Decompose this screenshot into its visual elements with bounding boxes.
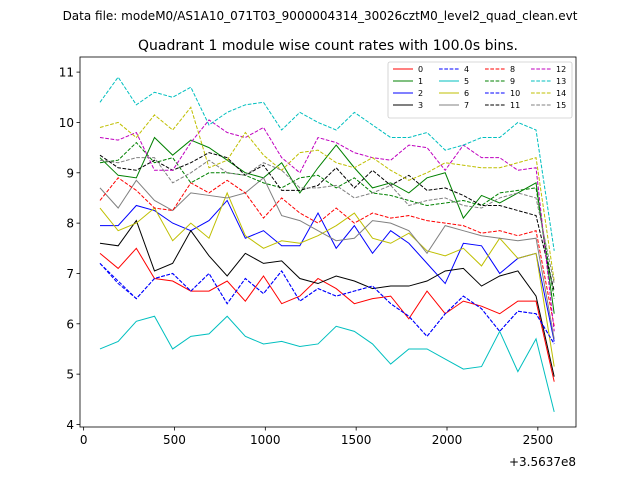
series-line-7 (99, 177, 555, 339)
x-tick-label: 1500 (341, 433, 372, 447)
legend-label-1: 1 (418, 77, 423, 86)
legend-label-2: 2 (418, 89, 423, 98)
legend-label-9: 9 (510, 77, 515, 86)
legend-label-6: 6 (464, 89, 469, 98)
legend-label-5: 5 (464, 77, 469, 86)
series-line-3 (99, 219, 555, 377)
legend-label-0: 0 (418, 65, 423, 74)
chart-suptitle: Data file: modeM0/AS1A10_071T03_90000043… (63, 9, 578, 23)
legend-label-7: 7 (464, 101, 469, 110)
series-line-5 (99, 315, 555, 413)
x-axis-offset-label: +3.5637e8 (509, 455, 576, 469)
series-line-11 (99, 152, 555, 292)
y-tick-label: 7 (66, 267, 74, 281)
legend-box (387, 61, 573, 119)
y-tick-label: 6 (66, 317, 74, 331)
legend-label-3: 3 (418, 101, 423, 110)
series-line-14 (99, 106, 555, 282)
legend-label-12: 12 (556, 65, 566, 74)
axes-frame (79, 56, 577, 428)
legend-label-14: 14 (556, 89, 566, 98)
x-tick-label: 500 (163, 433, 186, 447)
legend-label-10: 10 (510, 89, 520, 98)
x-tick-label: 2000 (432, 433, 463, 447)
series-layer (99, 76, 555, 413)
x-tick-label: 0 (80, 433, 88, 447)
x-tick-label: 1000 (250, 433, 281, 447)
series-line-6 (99, 191, 555, 367)
series-line-10 (99, 263, 555, 345)
y-tick-label: 10 (59, 116, 74, 130)
legend-label-13: 13 (556, 77, 566, 86)
series-line-0 (99, 247, 555, 382)
y-tick-label: 5 (66, 368, 74, 382)
series-line-9 (99, 141, 555, 299)
y-tick-label: 8 (66, 217, 74, 231)
legend-label-4: 4 (464, 65, 469, 74)
legend-label-8: 8 (510, 65, 515, 74)
series-line-13 (99, 76, 555, 251)
y-tick-label: 11 (59, 66, 74, 80)
y-tick-label: 9 (66, 166, 74, 180)
legend-label-11: 11 (510, 101, 520, 110)
chart-title: Quadrant 1 module wise count rates with … (138, 38, 518, 54)
legend-label-15: 15 (556, 101, 566, 110)
x-tick-label: 2500 (523, 433, 554, 447)
series-line-8 (99, 177, 555, 327)
y-tick-label: 4 (66, 418, 74, 432)
series-line-12 (99, 119, 555, 332)
